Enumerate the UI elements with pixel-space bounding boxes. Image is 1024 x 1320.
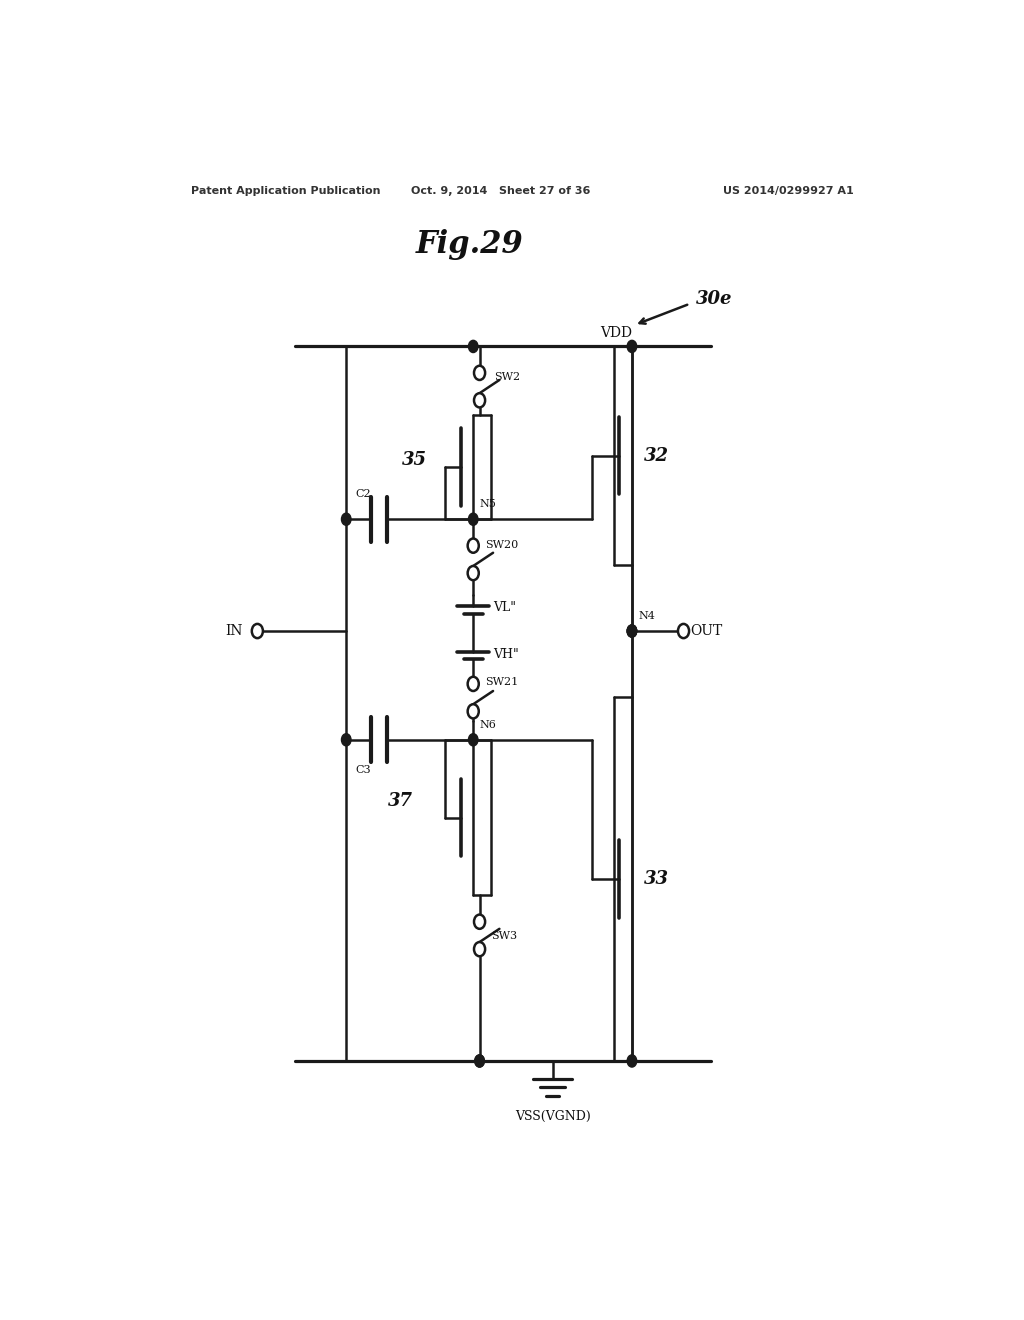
Text: SW21: SW21	[485, 677, 518, 686]
Text: Fig.29: Fig.29	[416, 230, 523, 260]
Text: 33: 33	[644, 870, 669, 888]
Circle shape	[468, 734, 478, 746]
Text: VSS(VGND): VSS(VGND)	[515, 1110, 591, 1123]
Text: C2: C2	[355, 488, 371, 499]
Text: US 2014/0299927 A1: US 2014/0299927 A1	[723, 186, 854, 195]
Circle shape	[252, 624, 263, 638]
Text: N4: N4	[638, 611, 655, 620]
Circle shape	[678, 624, 689, 638]
Circle shape	[627, 1055, 637, 1067]
Circle shape	[627, 624, 637, 638]
Circle shape	[468, 677, 479, 690]
Text: SW3: SW3	[492, 931, 517, 941]
Circle shape	[627, 624, 637, 638]
Text: N5: N5	[479, 499, 497, 510]
Circle shape	[627, 341, 637, 352]
Text: VH": VH"	[494, 648, 519, 661]
Text: Patent Application Publication: Patent Application Publication	[191, 186, 381, 195]
Circle shape	[474, 942, 485, 956]
Circle shape	[468, 341, 478, 352]
Circle shape	[627, 624, 637, 638]
Text: SW2: SW2	[494, 372, 520, 381]
Text: OUT: OUT	[690, 624, 722, 638]
Circle shape	[341, 734, 351, 746]
Circle shape	[468, 566, 479, 581]
Circle shape	[468, 513, 478, 525]
Text: C3: C3	[355, 766, 371, 775]
Circle shape	[468, 704, 479, 718]
Text: 30e: 30e	[695, 289, 732, 308]
Circle shape	[475, 1055, 484, 1067]
Text: Oct. 9, 2014   Sheet 27 of 36: Oct. 9, 2014 Sheet 27 of 36	[412, 186, 591, 195]
Circle shape	[474, 366, 485, 380]
Text: SW20: SW20	[485, 540, 518, 549]
Text: VL": VL"	[494, 601, 516, 614]
Circle shape	[475, 1055, 484, 1067]
Text: 37: 37	[388, 792, 414, 809]
Circle shape	[341, 513, 351, 525]
Circle shape	[474, 393, 485, 408]
Text: VDD: VDD	[600, 326, 632, 341]
Circle shape	[474, 915, 485, 929]
Text: IN: IN	[225, 624, 243, 638]
Circle shape	[468, 539, 479, 553]
Text: 35: 35	[401, 451, 427, 470]
Text: N6: N6	[479, 719, 497, 730]
Text: 32: 32	[644, 446, 669, 465]
